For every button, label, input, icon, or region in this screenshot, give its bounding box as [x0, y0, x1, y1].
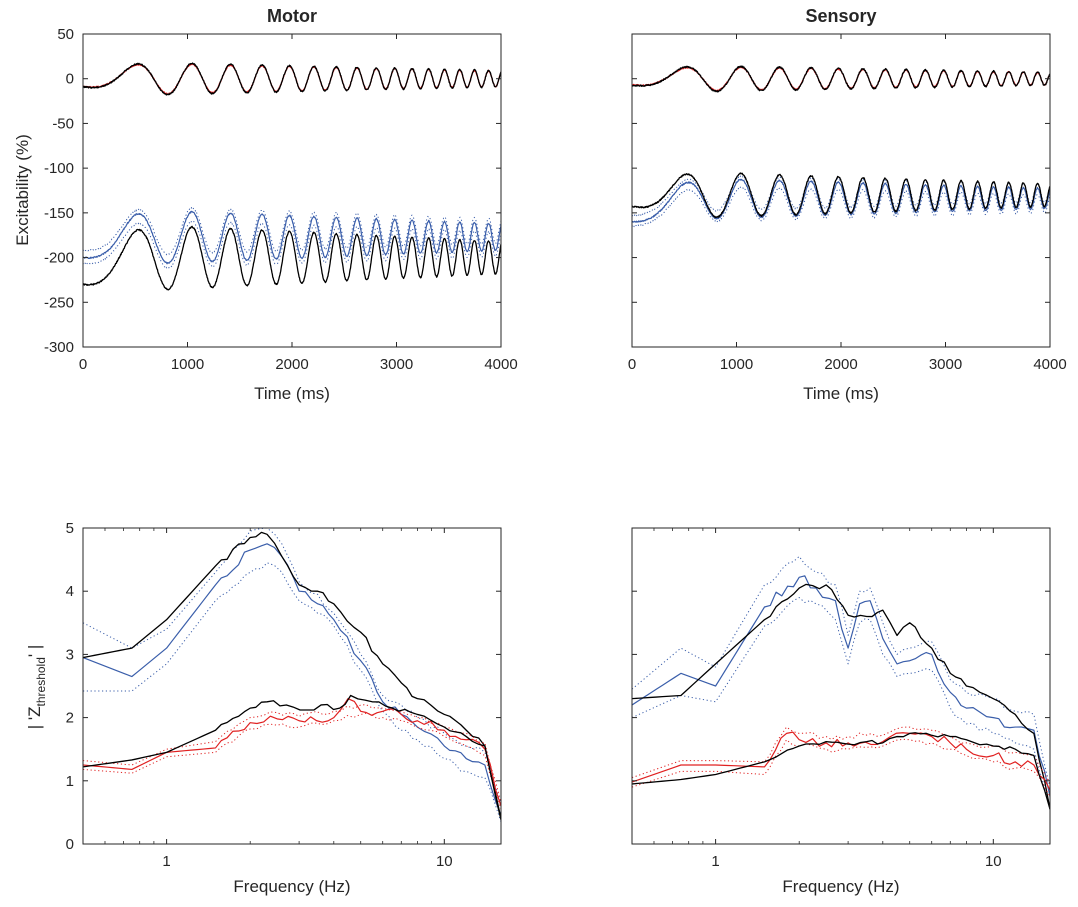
- motor-freq-ylabel: | 'Zthreshold' |: [25, 645, 48, 730]
- sensory-time-frame: [631, 33, 1051, 348]
- sensory-freq-panel: Frequency (Hz) 1 10: [631, 527, 1051, 896]
- sensory-freq-series-6: [632, 731, 1050, 791]
- motor-time-xtick-label: 1000: [171, 356, 204, 373]
- motor-time-xtick-label: 3000: [380, 356, 413, 373]
- sensory-freq-series-7: [632, 732, 1050, 810]
- motor-freq-ytick-label: 1: [66, 773, 74, 790]
- motor-time-ytick-label: -300: [44, 339, 74, 356]
- motor-freq-marks: [83, 528, 501, 823]
- motor-time-ytick-label: 0: [66, 71, 74, 88]
- motor-freq-series-2: [83, 543, 501, 816]
- sensory-time-ticks: 0 1000 2000 3000 4000: [628, 33, 1067, 373]
- motor-time-ytick-label: -50: [52, 115, 74, 132]
- motor-time-ytick-label: -150: [44, 205, 74, 222]
- motor-time-ytick-label: -200: [44, 250, 74, 267]
- sensory-time-series-5: [632, 65, 1050, 93]
- sensory-time-series-3: [632, 172, 1050, 219]
- sensory-freq-series-5: [632, 738, 1050, 797]
- sensory-freq-xtick-label: 10: [985, 853, 1002, 870]
- motor-freq-ytick-label: 2: [66, 710, 74, 727]
- motor-freq-ytick-label: 3: [66, 646, 74, 663]
- motor-time-xtick-label: 2000: [275, 356, 308, 373]
- motor-time-ylabel: Excitability (%): [13, 134, 32, 245]
- motor-freq-ytick-label: 4: [66, 583, 74, 600]
- motor-freq-ylabel-main: | 'Z: [25, 706, 44, 729]
- sensory-title: Sensory: [805, 6, 876, 26]
- sensory-freq-series-3: [632, 583, 1050, 810]
- motor-freq-series-6: [83, 698, 501, 807]
- motor-time-marks: [83, 62, 501, 291]
- motor-time-series-2: [83, 210, 501, 265]
- motor-freq-panel: Frequency (Hz) | 'Zthreshold' | 1 10 0 1 2 3 4…: [25, 520, 502, 896]
- motor-freq-ylabel-sub: threshold: [34, 657, 48, 706]
- motor-freq-series-1: [83, 562, 501, 823]
- sensory-freq-series-1: [632, 597, 1050, 807]
- motor-time-ytick-label: -100: [44, 160, 74, 177]
- motor-time-xtick-label: 4000: [484, 356, 517, 373]
- motor-time-ticks: 0 1000 2000 3000 4000 -300 -250 -200 -150 -100 -50…: [44, 26, 518, 373]
- motor-freq-ytick-label: 0: [66, 836, 74, 853]
- motor-time-ytick-label: -250: [44, 294, 74, 311]
- motor-freq-xlabel: Frequency (Hz): [233, 877, 350, 896]
- sensory-time-xtick-label: 3000: [929, 356, 962, 373]
- sensory-time-series-2: [632, 178, 1050, 223]
- motor-time-series-3: [83, 225, 501, 291]
- sensory-time-xtick-label: 0: [628, 356, 636, 373]
- sensory-time-panel: Sensory Time (ms) 0 1000 2000 3000 4000: [628, 6, 1067, 403]
- motor-freq-series-4: [83, 704, 501, 804]
- motor-freq-series-7: [83, 694, 501, 821]
- sensory-freq-xlabel: Frequency (Hz): [782, 877, 899, 896]
- sensory-freq-frame: [631, 527, 1051, 845]
- motor-time-panel: Motor Time (ms) Excitability (%) 0 1000 20…: [13, 6, 518, 403]
- motor-freq-xtick-label: 10: [436, 853, 453, 870]
- motor-freq-ylabel-end: ' |: [25, 645, 44, 657]
- sensory-time-xtick-label: 1000: [720, 356, 753, 373]
- sensory-time-marks: [632, 65, 1050, 228]
- sensory-freq-marks: [632, 555, 1050, 810]
- motor-time-frame: [82, 33, 502, 348]
- motor-title: Motor: [267, 6, 317, 26]
- motor-time-series-1: [83, 220, 501, 269]
- motor-time-xtick-label: 0: [79, 356, 87, 373]
- motor-freq-ytick-label: 5: [66, 520, 74, 537]
- motor-freq-ticks: 1 10 0 1 2 3 4 5: [66, 520, 501, 870]
- sensory-freq-series-2: [632, 575, 1050, 797]
- sensory-time-xlabel: Time (ms): [803, 384, 879, 403]
- motor-time-series-5: [83, 62, 501, 96]
- motor-freq-frame: [82, 527, 502, 845]
- motor-freq-series-5: [83, 712, 501, 810]
- motor-time-ytick-label: 50: [57, 26, 74, 43]
- sensory-freq-series-4: [632, 726, 1050, 785]
- motor-freq-xtick-label: 1: [162, 853, 170, 870]
- motor-freq-series-3: [83, 531, 501, 819]
- sensory-time-xtick-label: 4000: [1033, 356, 1066, 373]
- motor-time-xlabel: Time (ms): [254, 384, 330, 403]
- sensory-freq-ticks: 1 10: [631, 527, 1050, 870]
- sensory-time-xtick-label: 2000: [824, 356, 857, 373]
- motor-freq-series-0: [83, 528, 501, 804]
- sensory-freq-xtick-label: 1: [711, 853, 719, 870]
- sensory-freq-series-0: [632, 555, 1050, 788]
- motor-time-series-0: [83, 206, 501, 256]
